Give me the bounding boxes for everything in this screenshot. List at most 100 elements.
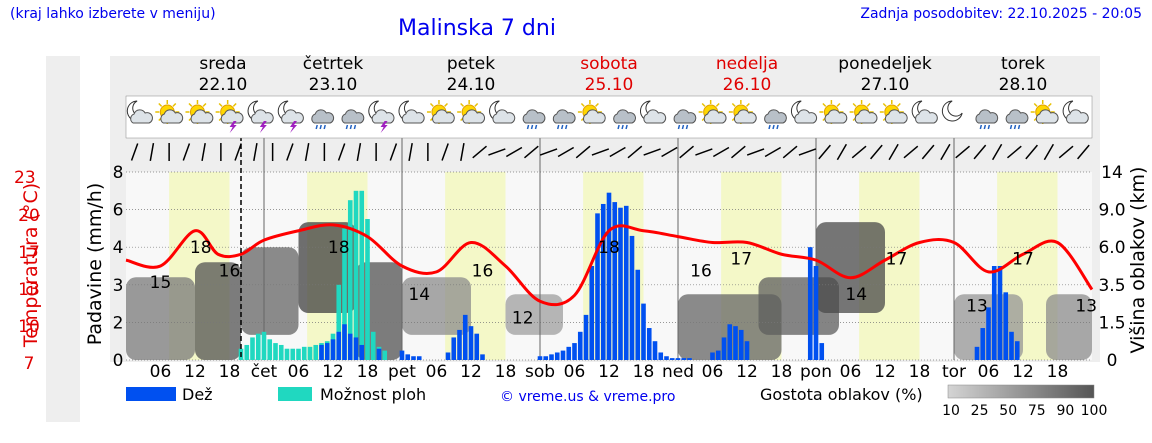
rain-bar [416,356,422,360]
rain-bar [623,205,629,360]
wind-barb [818,144,831,160]
showers-bar [342,228,347,360]
rain-bar [658,352,664,360]
rain-bar [336,331,342,360]
time-tick: 18 [909,362,931,382]
rain-bar [560,350,566,360]
moon-cloud-icon [489,100,516,124]
copyright-link[interactable]: © vreme.us & vreme.pro [500,389,675,405]
rain-bar [681,358,687,360]
wind-barb [505,146,523,158]
time-tick: pon [800,362,832,382]
cloud-density-block [241,247,299,335]
temp-axis-panel [46,56,80,422]
sun-cloud-icon [879,100,908,124]
moon-cloud-icon [911,100,938,124]
time-tick: 06 [564,362,586,382]
wind-barb [304,143,310,161]
precip-axis-title: Padavine (mm/h) [84,183,106,346]
wind-barb [389,143,398,161]
legend-cloud-title: Gostota oblakov (%) [760,385,923,404]
showers-bar [244,344,250,360]
cloud-density-block [816,222,885,313]
wind-barb [712,146,730,158]
wind-barb [991,143,1003,161]
rain-bar [664,356,669,360]
sun-cloud-icon [819,100,848,124]
cloud-rain-icon [673,109,697,130]
showers-bar [290,348,296,360]
rain-bar [733,326,738,360]
rain-bar [600,203,606,360]
showers-bar [250,337,255,360]
time-tick: 12 [874,362,896,382]
rain-bar [980,328,986,360]
rain-bar [1003,292,1009,360]
rain-bar [721,337,727,360]
showers-bar [307,346,313,360]
wind-barb [523,145,539,159]
cloud-density-block [195,262,241,360]
day-date: 25.10 [585,75,634,95]
sun-cloud-icon [457,100,485,124]
moon-cloud-icon [398,100,425,124]
temp-axis-title: Temperatura (°C) [20,183,42,348]
temperature-value-label: 16 [219,261,241,281]
wind-barb [234,143,242,161]
moon-icon [941,100,963,122]
temp-tick: 17 [18,243,40,263]
rain-bar [991,266,997,360]
rain-bar [1009,331,1014,360]
wind-barb [643,148,661,156]
time-tick: pet [388,362,416,382]
legend-rain-swatch [126,387,176,401]
wind-barb [836,143,848,161]
rain-bar [462,314,468,360]
temp-axis: 23 [2,168,42,378]
rain-bar [710,352,715,360]
wind-barb [557,146,575,158]
temperature-value-label: 17 [730,250,752,270]
wind-barb [408,143,413,161]
time-tick: 06 [426,362,448,382]
cloud-rain-icon [975,109,999,130]
wind-barb [661,146,678,158]
rain-bar [445,352,451,360]
day-name: torek [1001,54,1045,74]
temperature-value-label: 18 [190,238,212,258]
page-title: Malinska 7 dni [398,16,556,41]
day-date: 26.10 [723,75,772,95]
time-tick: 06 [702,362,724,382]
rain-bar [629,235,635,360]
wind-barb [870,144,883,160]
cloud-density-block [1046,294,1092,360]
location-menu-note[interactable]: (kraj lahko izberete v meniju) [10,6,216,22]
showers-bar [273,343,278,360]
temp-tick: 13 [18,280,40,300]
cloud-density-block [126,277,195,360]
rain-bar [330,339,336,360]
wind-barb [1025,144,1038,160]
temperature-value-label: 16 [690,261,712,281]
moon-cloud-icon [1062,100,1089,124]
moon-storm-icon [247,100,274,133]
cloud-height-tick: 6.0 [1098,238,1125,258]
showers-bar [359,190,365,360]
rain-bar [342,324,347,360]
wind-barb [695,148,713,156]
wind-barb [575,145,591,159]
wind-barb [627,145,643,159]
rain-bar [652,341,658,360]
temp-tick: 23 [14,168,36,188]
rain-bar [554,352,560,360]
sun-cloud-icon [698,100,727,124]
rain-bar [986,307,991,360]
rain-bar [566,346,572,360]
wind-barb [253,143,258,161]
wind-barb [1043,143,1055,161]
rain-bar [974,346,980,360]
day-date: 27.10 [861,75,910,95]
cloud-density-block [402,277,471,335]
temperature-value-label: 17 [1012,250,1034,270]
time-tick: čet [251,362,278,382]
